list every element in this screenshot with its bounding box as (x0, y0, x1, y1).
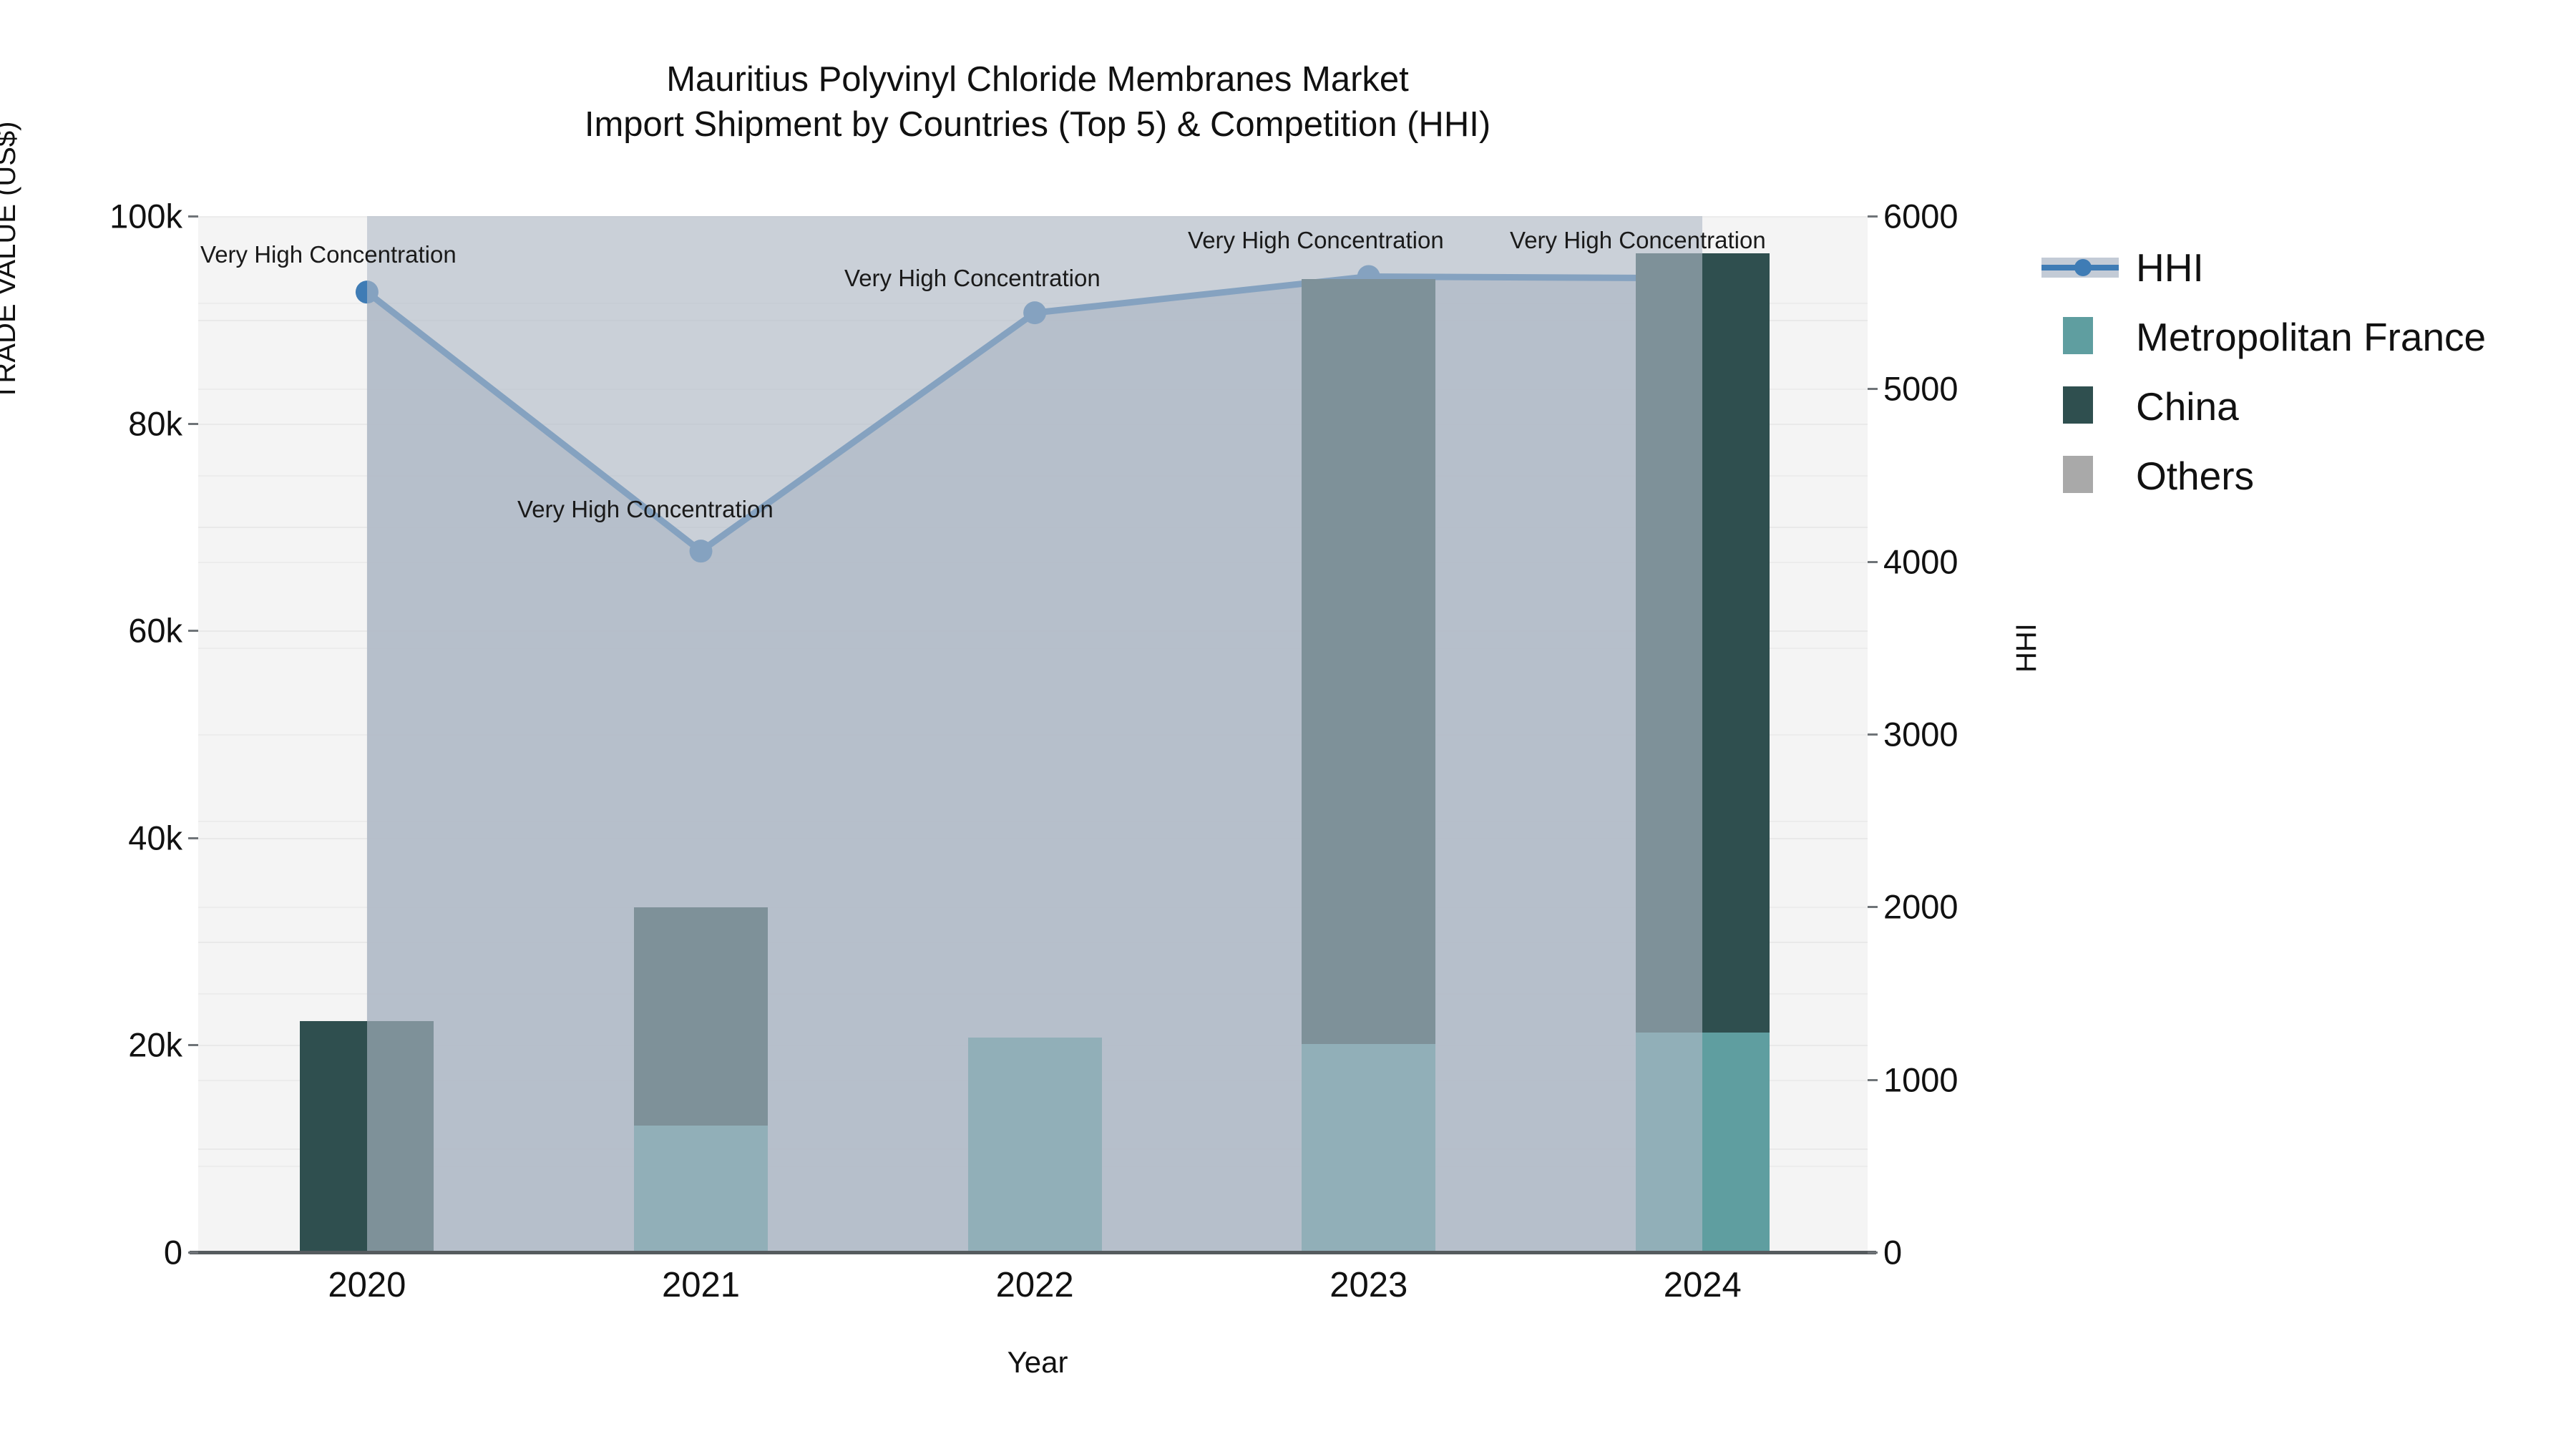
legend-item-metropolitan-france[interactable]: Metropolitan France (2036, 302, 2486, 371)
y-tick-left-0: 0 (163, 1233, 182, 1272)
y-tick-mark-right (1868, 906, 1878, 909)
y-tick-left-40k: 40k (128, 819, 182, 857)
y-tick-mark-left (188, 422, 198, 425)
bar-segment-china[interactable] (634, 907, 768, 1126)
annotation-2024: Very High Concentration (1510, 227, 1766, 253)
legend-line-icon (2036, 248, 2123, 288)
y-tick-right-0: 0 (1883, 1233, 1903, 1272)
legend-line-marker-icon (2074, 258, 2092, 276)
bar-2023[interactable] (1302, 216, 1436, 1252)
legend-item-others[interactable]: Others (2036, 441, 2486, 510)
legend: HHI Metropolitan France China Others (2036, 233, 2486, 510)
y-tick-mark-left (188, 630, 198, 633)
y-tick-right-3000: 3000 (1883, 715, 1958, 753)
legend-color-swatch (2063, 455, 2093, 493)
y-tick-left-80k: 80k (128, 404, 182, 443)
chart-title-line-1: Mauritius Polyvinyl Chloride Membranes M… (666, 60, 1409, 99)
x-axis-label: Year (1007, 1345, 1068, 1379)
y-tick-mark-right (1868, 388, 1878, 391)
y-tick-left-60k: 60k (128, 611, 182, 650)
bar-2022[interactable] (967, 216, 1102, 1252)
chart-title-line-2: Import Shipment by Countries (Top 5) & C… (584, 104, 1491, 144)
y-tick-mark-right (1868, 733, 1878, 736)
y-tick-mark-left (188, 215, 198, 218)
x-tick-2020: 2020 (328, 1266, 406, 1304)
y-tick-left-100k: 100k (109, 197, 182, 235)
x-tick-2021: 2021 (661, 1266, 740, 1304)
x-tick-2024: 2024 (1663, 1266, 1742, 1304)
y-tick-mark-right (1868, 560, 1878, 563)
y-tick-mark-left (188, 1044, 198, 1047)
x-tick-2022: 2022 (995, 1266, 1074, 1304)
y-tick-right-6000: 6000 (1883, 197, 1958, 235)
y-axis-right-label: HHI (2011, 623, 2042, 673)
annotation-2020: Very High Concentration (200, 241, 457, 268)
legend-label: China (2136, 384, 2239, 429)
legend-label: HHI (2136, 245, 2204, 290)
plot-area: Very High Concentration Very High Concent… (198, 216, 1868, 1252)
legend-swatch-icon (2036, 316, 2123, 357)
bar-segment-metropolitan-france[interactable] (1635, 1033, 1770, 1252)
y-tick-mark-left (188, 836, 198, 839)
y-tick-right-2000: 2000 (1883, 887, 1958, 926)
y-tick-right-4000: 4000 (1883, 542, 1958, 581)
y-tick-mark-right (1868, 1252, 1878, 1254)
legend-item-china[interactable]: China (2036, 371, 2486, 441)
y-axis-left-label: TRADE VALUE (US$) (0, 121, 21, 401)
legend-color-swatch (2063, 316, 2093, 354)
bar-segment-china[interactable] (1635, 253, 1770, 1033)
bar-2020[interactable] (300, 216, 434, 1252)
annotation-2021: Very High Concentration (517, 496, 774, 522)
y-tick-mark-right (1868, 1078, 1878, 1081)
y-tick-right-5000: 5000 (1883, 369, 1958, 408)
y-tick-right-1000: 1000 (1883, 1060, 1958, 1099)
legend-color-swatch (2063, 386, 2093, 424)
annotation-2022: Very High Concentration (844, 265, 1101, 291)
bar-2021[interactable] (634, 216, 768, 1252)
x-tick-2023: 2023 (1330, 1266, 1408, 1304)
bar-2024[interactable] (1635, 216, 1770, 1252)
bar-segment-metropolitan-france[interactable] (634, 1126, 768, 1252)
legend-swatch-icon (2036, 386, 2123, 426)
legend-swatch-icon (2036, 455, 2123, 496)
x-axis-line (190, 1251, 1876, 1254)
y-tick-left-20k: 20k (128, 1025, 182, 1064)
bar-segment-china[interactable] (1302, 279, 1436, 1044)
y-tick-mark-right (1868, 215, 1878, 218)
y-tick-mark-left (188, 1252, 198, 1254)
annotation-2023: Very High Concentration (1188, 227, 1444, 253)
legend-label: Metropolitan France (2136, 314, 2487, 359)
bar-segment-metropolitan-france[interactable] (967, 1038, 1102, 1252)
bar-segment-metropolitan-france[interactable] (1302, 1043, 1436, 1252)
legend-label: Others (2136, 453, 2255, 498)
bar-segment-china[interactable] (300, 1021, 434, 1252)
legend-item-hhi[interactable]: HHI (2036, 233, 2486, 302)
chart-title: Mauritius Polyvinyl Chloride Membranes M… (0, 57, 2075, 147)
